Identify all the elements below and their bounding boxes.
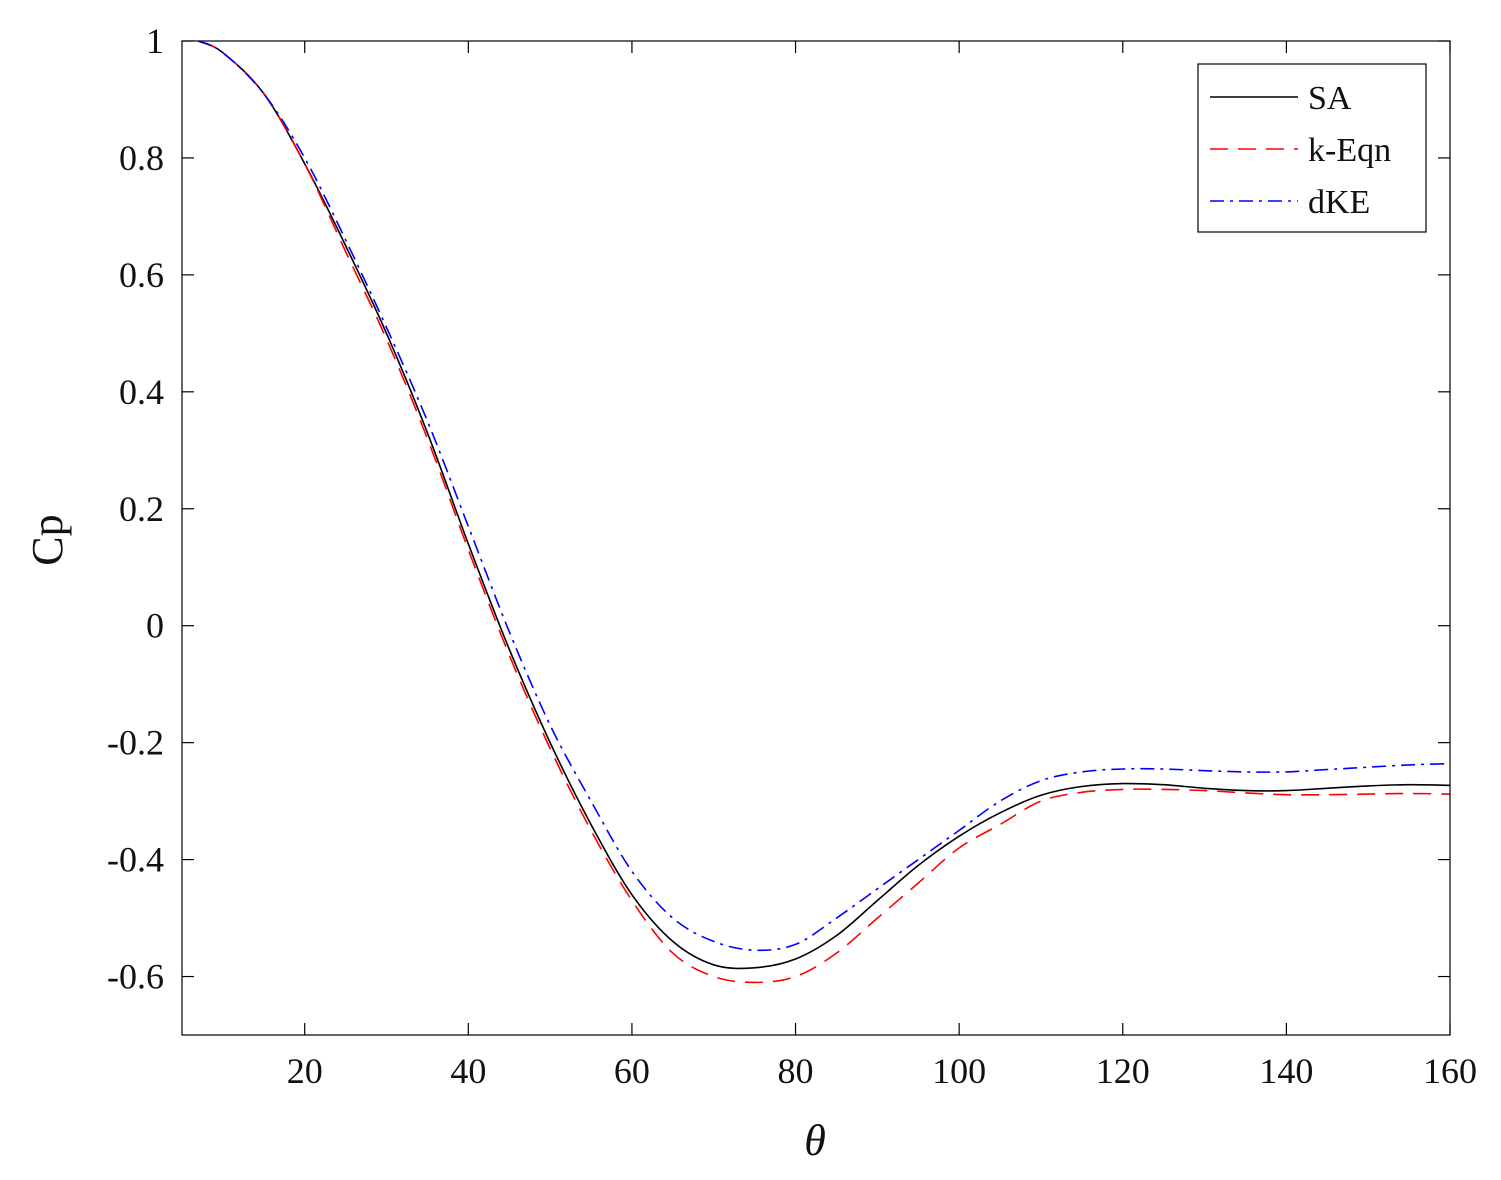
series-layer xyxy=(198,40,1451,984)
legend-label: dKE xyxy=(1308,184,1370,221)
series-line-sa xyxy=(198,40,1451,970)
x-tick-label: 60 xyxy=(614,1051,650,1091)
x-tick-label: 160 xyxy=(1423,1051,1477,1091)
x-tick-label: 80 xyxy=(778,1051,814,1091)
legend: SA k-Eqn dKE xyxy=(1197,63,1427,233)
y-tick-label: 0.6 xyxy=(119,255,164,295)
legend-box xyxy=(1197,63,1427,233)
y-tick-label: -0.6 xyxy=(107,957,164,997)
x-axis-title: θ xyxy=(804,1116,826,1165)
x-tick-label: 20 xyxy=(287,1051,323,1091)
x-tick-label: 100 xyxy=(932,1051,986,1091)
y-tick-label: 0.4 xyxy=(119,372,164,412)
y-tick-label: 0 xyxy=(146,606,164,646)
y-tick-label: -0.4 xyxy=(107,840,164,880)
legend-label: k-Eqn xyxy=(1308,132,1391,169)
x-tick-label: 120 xyxy=(1096,1051,1150,1091)
series-line-k-eqn xyxy=(198,40,1451,984)
y-tick-label: 1 xyxy=(146,21,164,61)
y-tick-label: 0.8 xyxy=(119,138,164,178)
plot-frame xyxy=(181,40,1451,1036)
y-axis-title: Cp xyxy=(23,514,72,565)
y-tick-label: 0.2 xyxy=(119,489,164,529)
x-tick-label: 40 xyxy=(450,1051,486,1091)
y-tick-label: -0.2 xyxy=(107,723,164,763)
x-tick-label: 140 xyxy=(1259,1051,1313,1091)
legend-label: SA xyxy=(1308,80,1352,117)
series-line-dke xyxy=(198,40,1451,952)
axes-layer: 20 40 60 80 100 120 140 160 1 0.8 0.6 0.4 0.2 0 -0.2 -0… xyxy=(107,21,1477,1091)
